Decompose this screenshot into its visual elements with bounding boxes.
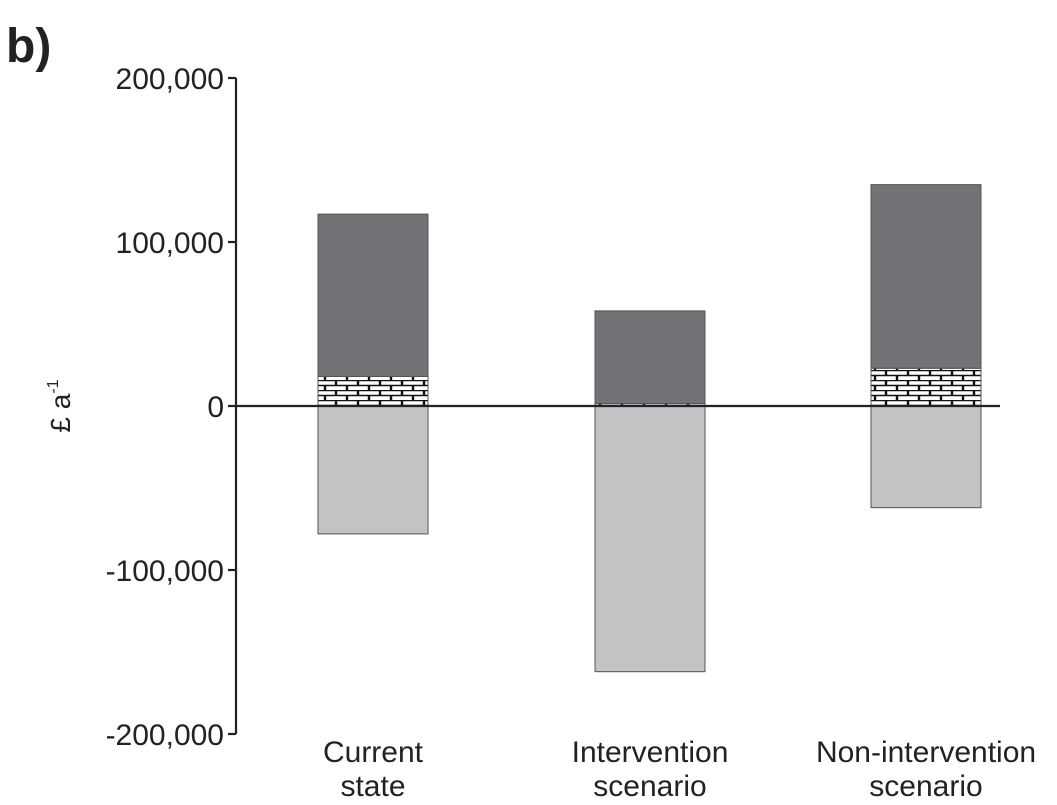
- category-label-line: Non-intervention: [816, 736, 1036, 769]
- category-label-line: scenario: [593, 770, 706, 803]
- category-label-1: Current state: [323, 736, 424, 803]
- y-tick-label: 200,000: [116, 63, 224, 96]
- category-label-3: Non-intervention scenario: [816, 736, 1036, 803]
- bar-segment-3-3: [870, 184, 982, 369]
- panel-label: b): [6, 20, 51, 73]
- bar-segment-2-3: [594, 310, 706, 405]
- bar-segment-3-1: [870, 405, 982, 509]
- y-axis-label-main: £ a: [45, 393, 76, 432]
- bar-segment-1-2: [317, 375, 429, 407]
- y-axis-label-superscript: -1: [45, 379, 62, 393]
- category-label-line: Current: [323, 736, 424, 769]
- y-axis-label: £ a-1: [45, 379, 76, 432]
- bar-segment-2-1: [594, 405, 706, 673]
- bar-segment-1-1: [317, 405, 429, 535]
- category-label-line: state: [340, 770, 405, 803]
- bar-segment-1-3: [317, 213, 429, 377]
- y-tick-label: 100,000: [116, 227, 224, 260]
- y-tick-label: 0: [207, 391, 224, 424]
- y-tick-label: -200,000: [106, 719, 224, 752]
- bars-layer: [317, 184, 982, 673]
- category-label-2: Intervention scenario: [572, 736, 729, 803]
- y-tick-label: -100,000: [106, 555, 224, 588]
- category-label-line: Intervention: [572, 736, 729, 769]
- category-label-line: scenario: [869, 770, 982, 803]
- bar-segment-3-2: [870, 367, 982, 407]
- y-axis: 200,000 100,000 0 -100,000 -200,000: [106, 63, 1000, 752]
